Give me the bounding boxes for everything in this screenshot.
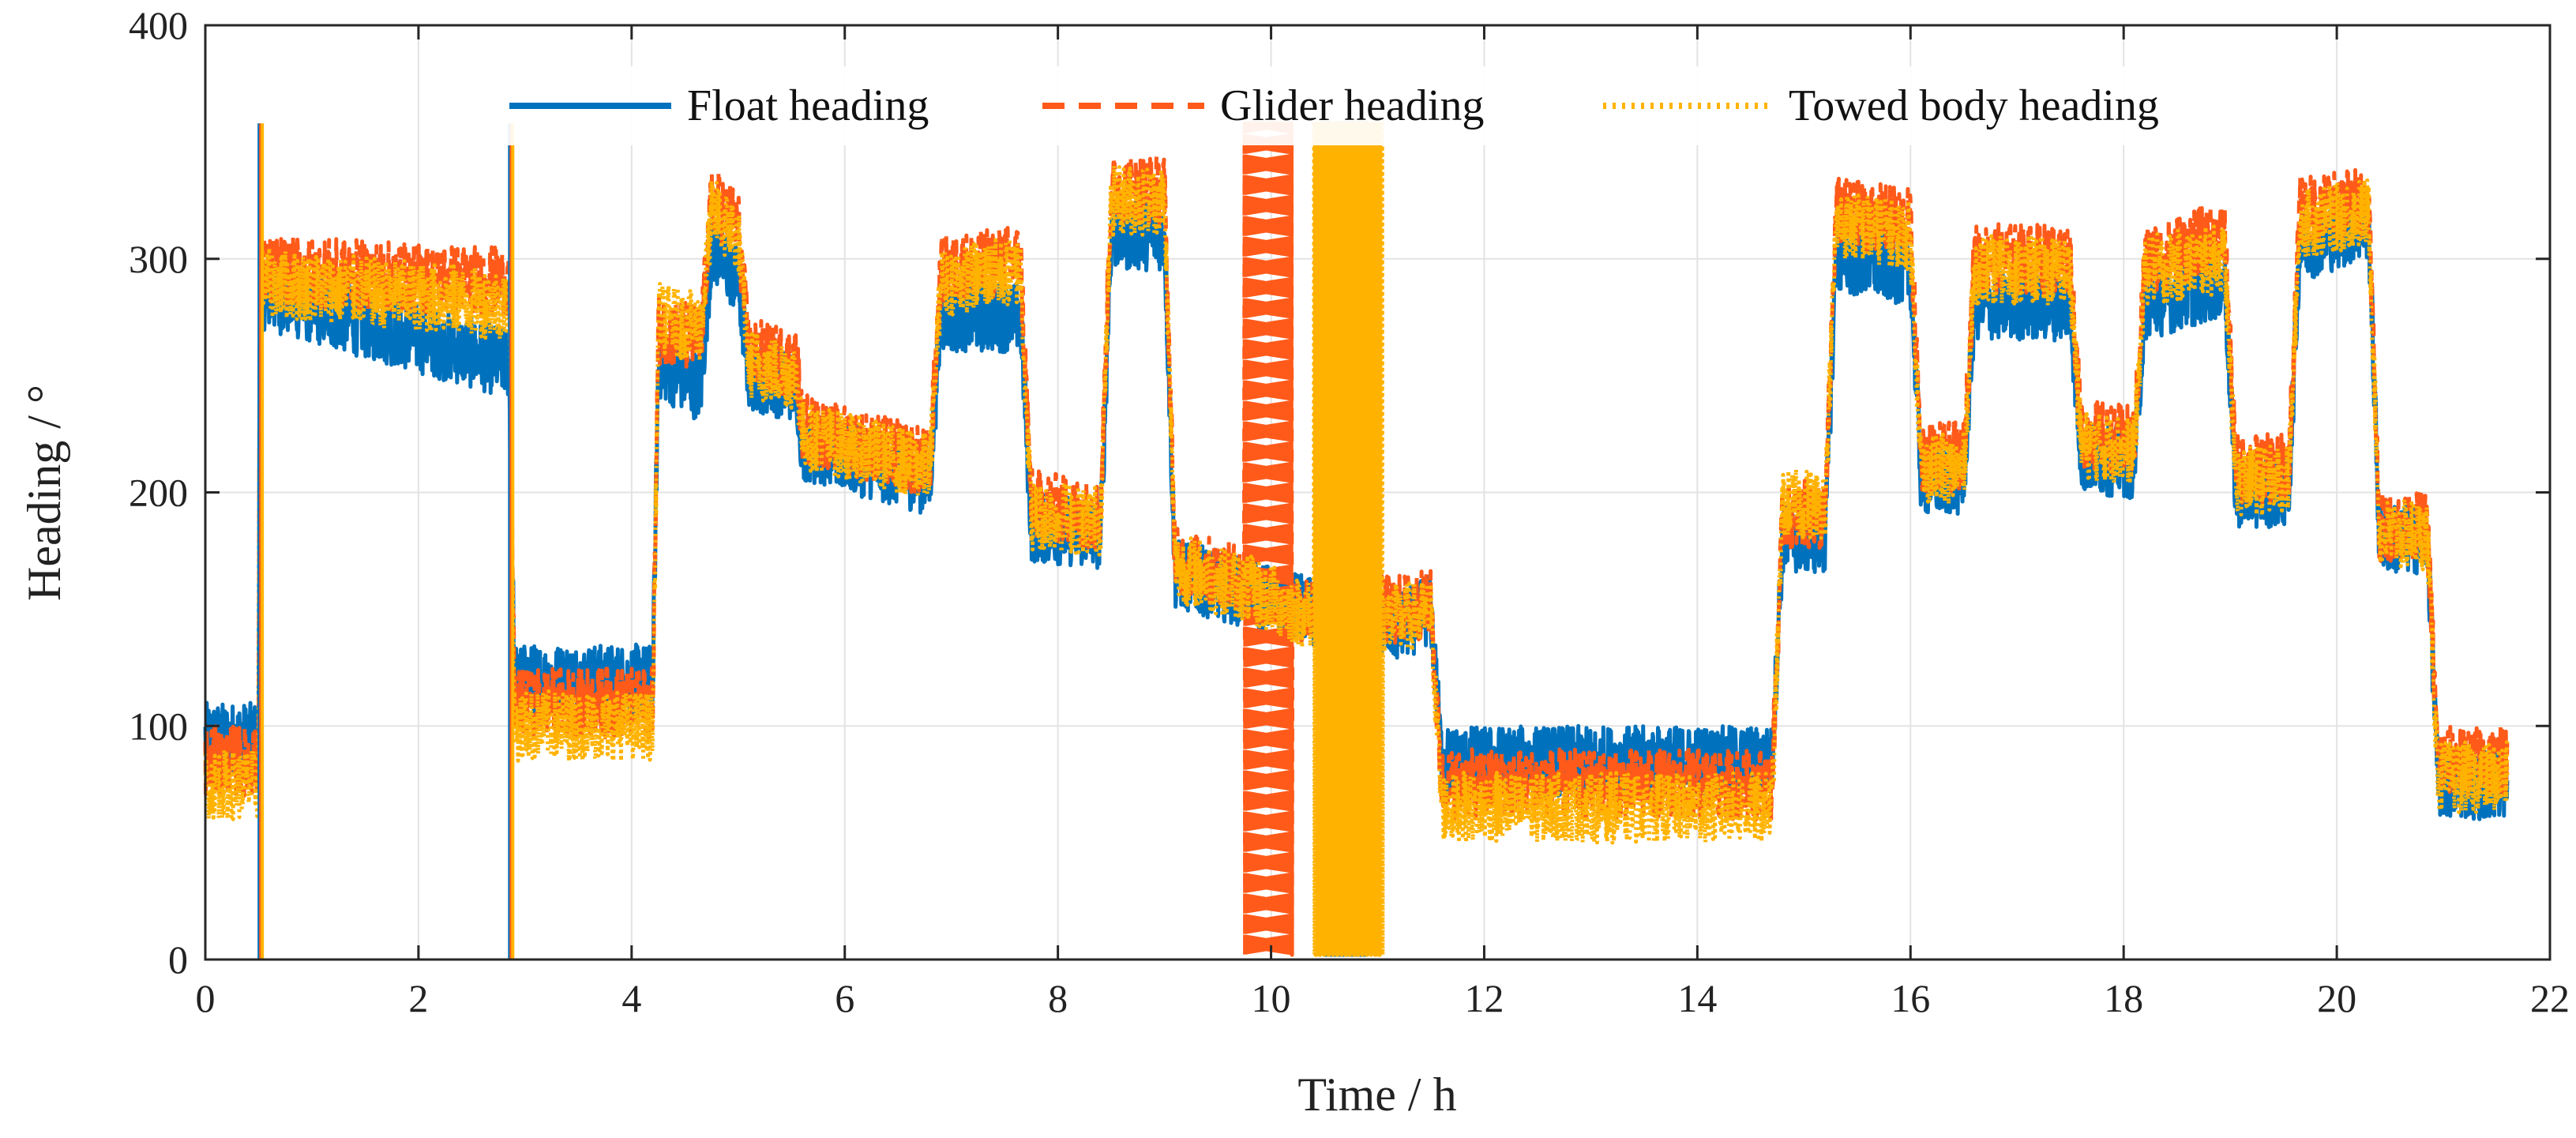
x-tick-label: 20 xyxy=(2317,976,2356,1020)
legend: Float heading Glider heading Towed body … xyxy=(494,66,2286,145)
x-tick-label: 14 xyxy=(1677,976,1717,1020)
y-tick-label: 300 xyxy=(129,237,188,281)
y-tick-label: 200 xyxy=(129,471,188,515)
x-tick-label: 0 xyxy=(196,976,216,1020)
legend-label-towed: Towed body heading xyxy=(1789,81,2159,130)
y-axis-title: Heading / ° xyxy=(18,385,70,601)
x-tick-label: 4 xyxy=(621,976,641,1020)
x-tick-label: 22 xyxy=(2530,976,2570,1020)
y-tick-label: 0 xyxy=(168,937,188,982)
x-tick-label: 18 xyxy=(2104,976,2143,1020)
y-tick-label: 100 xyxy=(129,704,188,748)
x-tick-label: 12 xyxy=(1464,976,1504,1020)
legend-label-float: Float heading xyxy=(687,81,929,130)
legend-label-glider: Glider heading xyxy=(1220,81,1484,130)
axis-ticks: 0 2 4 6 8 10 12 14 16 18 20 22 0 100 200 300 400 xyxy=(129,3,2570,1020)
x-tick-label: 6 xyxy=(835,976,854,1020)
x-tick-label: 10 xyxy=(1252,976,1291,1020)
series-lines xyxy=(203,121,2510,960)
x-tick-label: 16 xyxy=(1891,976,1930,1020)
x-tick-label: 8 xyxy=(1048,976,1068,1020)
y-tick-label: 400 xyxy=(129,3,188,47)
series-line-towed xyxy=(203,121,2510,957)
legend-box xyxy=(494,66,2286,145)
x-tick-label: 2 xyxy=(408,976,428,1020)
x-axis-title: Time / h xyxy=(1297,1069,1456,1121)
